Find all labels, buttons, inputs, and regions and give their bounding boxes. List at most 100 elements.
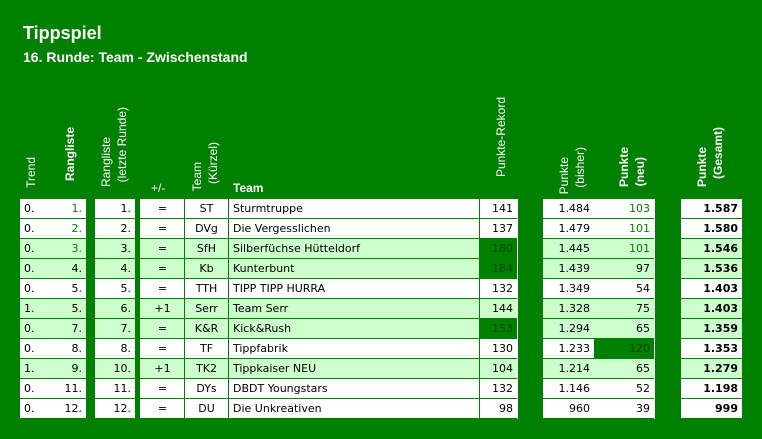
header-trend: Trend [24, 157, 38, 188]
column-divider [184, 339, 185, 359]
prev-points-cell: 960 [543, 399, 594, 419]
last-rank-cell: 2. [95, 219, 135, 239]
column-gap [655, 219, 681, 239]
team-name-cell: Team Serr [229, 299, 479, 319]
column-divider [228, 399, 229, 419]
plusminus-cell: = [140, 219, 185, 239]
prev-points-cell: 1.146 [543, 379, 594, 399]
trend-cell: 0. [20, 199, 57, 219]
team-name-cell: Tippkaiser NEU [229, 359, 479, 379]
plusminus-cell: = [140, 399, 185, 419]
short-name-cell: TK2 [185, 359, 228, 379]
column-divider [135, 219, 140, 239]
prev-points-cell: 1.349 [543, 279, 594, 299]
total-points-cell: 999 [681, 399, 742, 419]
column-divider [228, 379, 229, 399]
plusminus-cell: = [140, 239, 185, 259]
column-gap [655, 239, 681, 259]
column-gap [655, 199, 681, 219]
rank-cell: 2. [57, 219, 86, 239]
column-divider [184, 219, 185, 239]
header-team: Team [233, 181, 264, 195]
header-team-kuerzel-1: Team [190, 162, 204, 192]
record-cell: 132 [480, 279, 517, 299]
header-rangliste-letzte-1: Rangliste [99, 137, 113, 188]
column-divider [135, 319, 140, 339]
prev-points-cell: 1.233 [543, 339, 594, 359]
table-row: 0. 8. 8. = TF Tippfabrik 130 1.233 120 1.353 [0, 339, 762, 359]
column-gap [655, 379, 681, 399]
last-rank-cell: 5. [95, 279, 135, 299]
prev-points-cell: 1.214 [543, 359, 594, 379]
header-punkte-gesamt-1: Punkte [695, 147, 709, 188]
table-row: 1. 9. 10. +1 TK2 Tippkaiser NEU 104 1.214 65 1.27… [0, 359, 762, 379]
new-points-cell: 54 [594, 279, 654, 299]
column-divider [135, 279, 140, 299]
column-gap [86, 359, 95, 379]
team-name-cell: DBDT Youngstars [229, 379, 479, 399]
column-divider [135, 239, 140, 259]
prev-points-cell: 1.479 [543, 219, 594, 239]
short-name-cell: K&R [185, 319, 228, 339]
header-plusminus: +/- [151, 181, 166, 195]
new-points-cell: 103 [594, 199, 654, 219]
rank-cell: 3. [57, 239, 86, 259]
column-divider [184, 399, 185, 419]
table-row: 0. 5. 5. = TTH TIPP TIPP HURRA 132 1.349 54 1.403 [0, 279, 762, 299]
column-divider [228, 359, 229, 379]
column-divider [228, 199, 229, 219]
column-gap [518, 379, 543, 399]
column-divider [228, 239, 229, 259]
column-divider [184, 259, 185, 279]
column-divider [135, 379, 140, 399]
column-gap [86, 319, 95, 339]
trend-cell: 0. [20, 219, 57, 239]
column-divider [184, 359, 185, 379]
column-gap [518, 219, 543, 239]
last-rank-cell: 4. [95, 259, 135, 279]
short-name-cell: Kb [185, 259, 228, 279]
column-divider [228, 339, 229, 359]
record-cell: 130 [480, 339, 517, 359]
column-gap [86, 299, 95, 319]
team-name-cell: Die Unkreativen [229, 399, 479, 419]
total-points-cell: 1.353 [681, 339, 742, 359]
column-divider [479, 399, 480, 419]
prev-points-cell: 1.445 [543, 239, 594, 259]
column-divider [479, 359, 480, 379]
total-points-cell: 1.198 [681, 379, 742, 399]
left-border [0, 199, 20, 419]
table-row: 0. 2. 2. = DVg Die Vergesslichen 137 1.479 101 1.… [0, 219, 762, 239]
last-rank-cell: 10. [95, 359, 135, 379]
page-title: Tippspiel [23, 23, 102, 43]
column-divider [184, 239, 185, 259]
column-divider [228, 319, 229, 339]
column-divider [228, 299, 229, 319]
header-punkte-neu-2: (neu) [633, 157, 647, 187]
total-points-cell: 1.279 [681, 359, 742, 379]
column-gap [655, 279, 681, 299]
short-name-cell: ST [185, 199, 228, 219]
new-points-cell: 75 [594, 299, 654, 319]
column-gap [518, 319, 543, 339]
last-rank-cell: 1. [95, 199, 135, 219]
plusminus-cell: = [140, 319, 185, 339]
new-points-cell: 101 [594, 219, 654, 239]
total-points-cell: 1.580 [681, 219, 742, 239]
table-row: 0. 12. 12. = DU Die Unkreativen 98 960 39 999 [0, 399, 762, 419]
column-gap [86, 339, 95, 359]
record-cell: 98 [480, 399, 517, 419]
trend-cell: 0. [20, 259, 57, 279]
column-divider [184, 279, 185, 299]
record-cell: 137 [480, 219, 517, 239]
team-name-cell: Tippfabrik [229, 339, 479, 359]
trend-cell: 0. [20, 319, 57, 339]
plusminus-cell: = [140, 279, 185, 299]
plusminus-cell: = [140, 379, 185, 399]
prev-points-cell: 1.294 [543, 319, 594, 339]
team-name-cell: Silberfüchse Hütteldorf [229, 239, 479, 259]
column-divider [228, 279, 229, 299]
column-divider [228, 259, 229, 279]
rank-cell: 9. [57, 359, 86, 379]
right-border [742, 199, 762, 419]
